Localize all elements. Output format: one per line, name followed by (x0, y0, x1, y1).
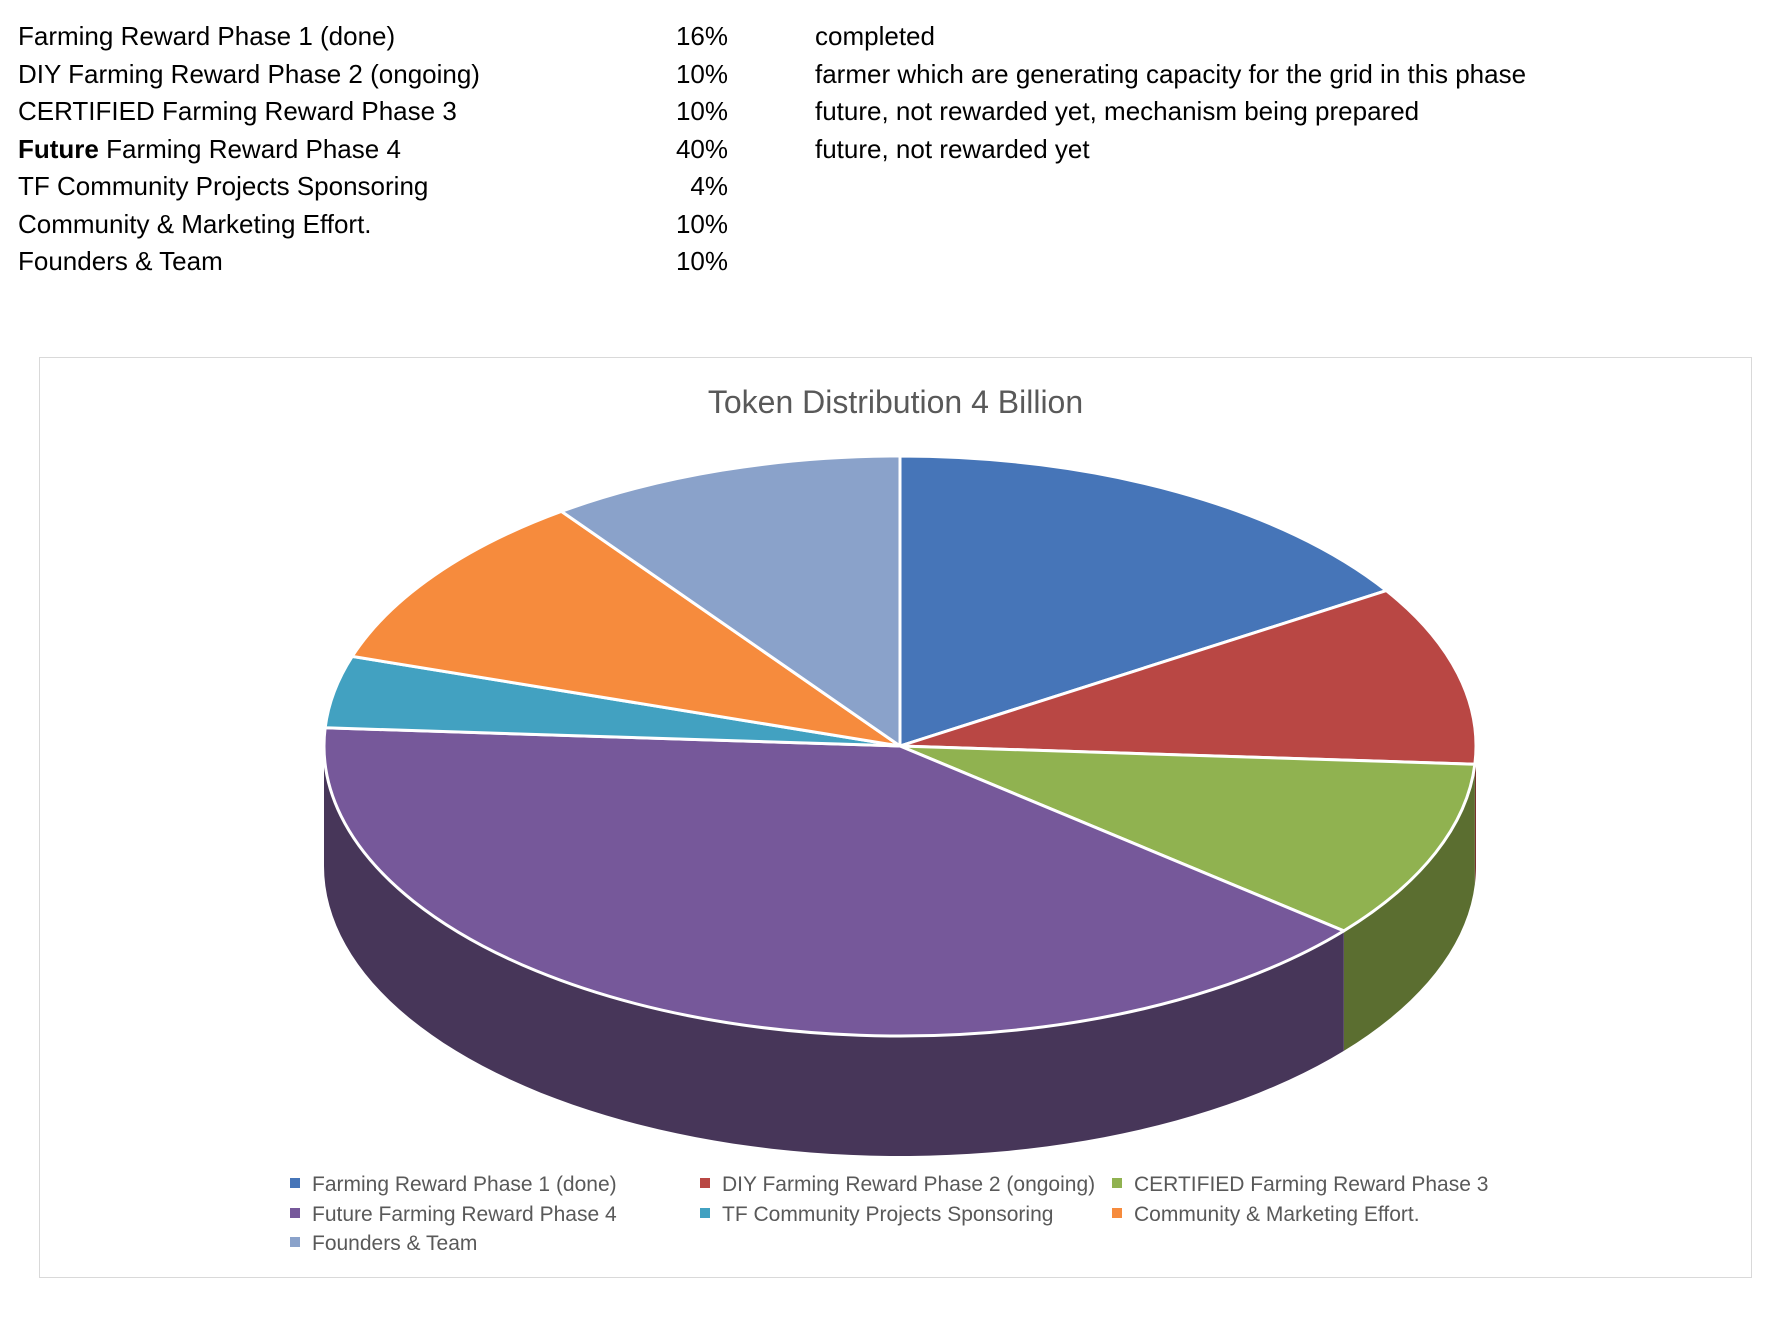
legend-label: Future Farming Reward Phase 4 (312, 1202, 617, 1226)
legend-label: DIY Farming Reward Phase 2 (ongoing) (722, 1173, 1096, 1196)
summary-row-percentage: 10% (675, 96, 728, 126)
legend-item: Future Farming Reward Phase 4 (290, 1200, 617, 1229)
pie-slice (559, 454, 902, 748)
summary-row-label: Founders & Team (18, 246, 223, 276)
summary-row-label: CERTIFIED Farming Reward Phase 3 (18, 96, 457, 126)
summary-row-percentage: 4% (690, 171, 728, 201)
summary-row: Founders & Team 10% (18, 243, 1618, 281)
summary-row-label: Community & Marketing Effort. (18, 208, 372, 239)
pie-side-wall (1474, 746, 1476, 885)
pie-side-wall (324, 746, 1344, 1156)
legend-swatch (1112, 1178, 1122, 1189)
summary-row: Farming Reward Phase 1 (done) 16% comple… (18, 18, 1618, 56)
legend-swatch (1112, 1207, 1122, 1218)
legend-swatch (700, 1207, 710, 1218)
summary-row-note: completed (815, 21, 935, 51)
legend-swatch (290, 1178, 300, 1189)
summary-row-percentage: 40% (675, 133, 728, 164)
summary-row: TF Community Projects Sponsoring 4% (18, 168, 1618, 206)
legend-swatch (290, 1207, 300, 1218)
chart-area: Token Distribution 4 Billion Farming Rew… (39, 357, 1752, 1278)
legend-item: DIY Farming Reward Phase 2 (ongoing) (700, 1170, 1095, 1199)
pie-side-wall (1343, 764, 1475, 1051)
legend-item: Community & Marketing Effort. (1112, 1200, 1420, 1229)
legend-label: Community & Marketing Effort. (1134, 1202, 1420, 1226)
legend-label: CERTIFIED Farming Reward Phase 3 (1134, 1173, 1489, 1196)
summary-row: Future Farming Reward Phase 4 40% future… (18, 131, 1618, 169)
pie-slice (898, 454, 1388, 748)
pie-slice (898, 744, 1477, 933)
summary-row-note: future, not rewarded yet (815, 133, 1090, 164)
summary-row-note: future, not rewarded yet, mechanism bein… (815, 96, 1420, 126)
summary-row: DIY Farming Reward Phase 2 (ongoing) 10%… (18, 56, 1618, 94)
pie-slice (322, 726, 1346, 1038)
chart-title: Token Distribution 4 Billion (707, 384, 1084, 420)
legend-swatch (290, 1237, 300, 1248)
pie-slice (898, 589, 1478, 766)
summary-row-note: farmer which are generating capacity for… (815, 58, 1527, 89)
summary-row: Community & Marketing Effort. 10% (18, 206, 1618, 244)
legend-item: Farming Reward Phase 1 (done) (290, 1170, 617, 1199)
legend-item: CERTIFIED Farming Reward Phase 3 (1112, 1170, 1488, 1199)
legend-label: Farming Reward Phase 1 (done) (312, 1173, 617, 1196)
summary-row-percentage: 10% (675, 246, 728, 276)
legend-item: Founders & Team (290, 1229, 477, 1258)
summary-row-label: Future Farming Reward Phase 4 (18, 133, 401, 164)
pie-slice (350, 509, 902, 748)
summary-row-percentage: 10% (675, 58, 728, 89)
legend-swatch (700, 1178, 710, 1189)
legend-label: Founders & Team (312, 1232, 478, 1255)
summary-row: CERTIFIED Farming Reward Phase 3 10% fut… (18, 93, 1618, 131)
legend-label: TF Community Projects Sponsoring (722, 1202, 1054, 1226)
summary-row-label: DIY Farming Reward Phase 2 (ongoing) (18, 58, 480, 89)
allocation-summary-table: Farming Reward Phase 1 (done) 16% comple… (18, 18, 1618, 281)
summary-row-percentage: 16% (675, 21, 728, 51)
pie-chart (322, 454, 1478, 1156)
legend-item: TF Community Projects Sponsoring (700, 1200, 1053, 1229)
summary-row-percentage: 10% (675, 208, 728, 239)
summary-row-label: TF Community Projects Sponsoring (18, 171, 429, 201)
summary-row-label: Farming Reward Phase 1 (done) (18, 21, 396, 51)
